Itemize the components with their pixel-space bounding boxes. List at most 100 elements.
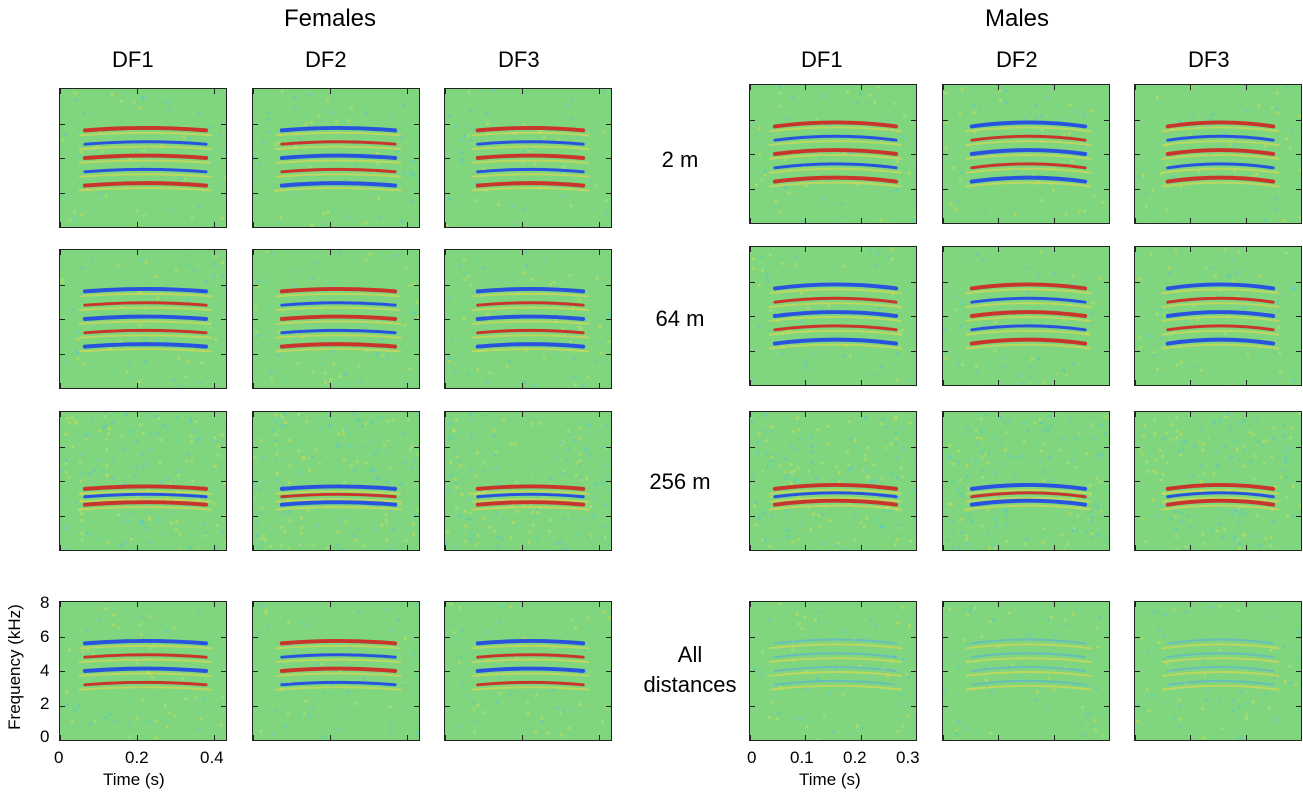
noise-cell (108, 347, 112, 351)
noise-cell (583, 667, 587, 671)
noise-cell (1196, 318, 1199, 322)
noise-cell (361, 445, 365, 449)
noise-cell (1174, 515, 1178, 519)
noise-cell (482, 489, 486, 493)
noise-cell (449, 437, 453, 441)
noise-cell (792, 469, 796, 473)
noise-cell (316, 662, 320, 666)
noise-cell (1177, 698, 1181, 701)
noise-cell (1272, 426, 1276, 430)
y-tick-mark (943, 636, 948, 638)
noise-cell (1251, 534, 1255, 538)
noise-cell (342, 458, 346, 462)
noise-cell (1002, 419, 1006, 423)
noise-cell (1242, 464, 1246, 468)
noise-cell (326, 210, 330, 214)
noise-cell (1064, 373, 1068, 377)
noise-cell (139, 633, 143, 637)
noise-cell (265, 250, 269, 254)
x-tick-mark (860, 602, 862, 607)
noise-cell (149, 496, 153, 500)
noise-cell (754, 667, 758, 671)
y-tick-mark (943, 316, 948, 317)
noise-cell (882, 525, 886, 529)
females-group-title: Females (284, 5, 377, 32)
males-group-title: Males (985, 5, 1050, 32)
noise-cell (181, 677, 185, 681)
noise-cell (807, 506, 811, 510)
noise-cell (879, 525, 883, 529)
noise-cell (473, 534, 477, 538)
noise-cell (124, 412, 128, 416)
x-tick-mark (253, 222, 254, 227)
noise-cell (763, 173, 767, 177)
noise-cell (1094, 728, 1098, 732)
noise-cell (974, 458, 978, 462)
noise-cell (1264, 219, 1268, 223)
noise-cell (267, 111, 271, 115)
noise-cell (565, 103, 569, 107)
noise-cell (452, 630, 456, 634)
noise-cell (554, 350, 558, 354)
noise-cell (1294, 683, 1298, 687)
noise-cell (1229, 481, 1233, 485)
noise-cell (210, 323, 214, 327)
x-tick-mark (750, 85, 751, 90)
noise-cell (902, 115, 906, 119)
y-tick-mark (221, 481, 226, 482)
noise-cell (454, 481, 458, 485)
noise-cell (330, 684, 334, 688)
x-tick-mark (1190, 218, 1192, 223)
noise-cell (1011, 456, 1015, 460)
y-tick-mark (60, 192, 65, 194)
noise-cell (1142, 518, 1146, 522)
noise-cell (809, 527, 813, 531)
noise-cell (116, 264, 120, 268)
harmonic-halo (965, 496, 1092, 503)
noise-cell (1025, 320, 1029, 324)
noise-cell (552, 646, 556, 650)
noise-cell (603, 536, 607, 540)
noise-cell (275, 459, 279, 463)
noise-cell (783, 457, 787, 461)
noise-cell (783, 157, 787, 161)
noise-cell (446, 530, 450, 534)
harmonic-band (773, 491, 898, 499)
noise-cell (223, 150, 226, 154)
noise-cell (282, 412, 286, 416)
noise-cell (949, 202, 953, 206)
x-tick-mark (445, 545, 446, 550)
harmonic-band (772, 498, 899, 507)
noise-cell (466, 133, 470, 137)
noise-cell (847, 420, 851, 424)
noise-cell (1241, 306, 1245, 310)
y-tick-mark (606, 671, 611, 672)
harmonic-halo (78, 320, 213, 325)
noise-cell (131, 534, 135, 538)
noise-cell (1001, 462, 1005, 466)
spectrogram-panel-females-df2-row4 (252, 601, 420, 741)
noise-cell (224, 176, 226, 180)
noise-cell (1043, 468, 1047, 472)
noise-cell (1283, 450, 1287, 454)
noise-cell (895, 188, 899, 192)
x-tick-mark (253, 545, 254, 550)
noise-cell (1030, 357, 1034, 361)
y-tick-mark (221, 284, 226, 286)
y-tick-mark (1296, 188, 1301, 190)
harmonic-halo (78, 334, 213, 339)
noise-cell (791, 473, 794, 476)
noise-cell (1060, 533, 1064, 537)
noise-cell (360, 424, 364, 428)
noise-cell (1154, 609, 1158, 613)
noise-cell (89, 532, 93, 536)
y-tick-mark (445, 284, 450, 286)
noise-cell (406, 418, 410, 422)
noise-cell (279, 414, 283, 418)
x-tick-mark (214, 545, 216, 550)
noise-cell (1282, 645, 1286, 649)
noise-cell (510, 205, 514, 208)
y-tick-mark (750, 281, 755, 283)
spectrogram-panel-females-df1-row4 (59, 601, 227, 741)
y-tick-mark (911, 281, 916, 283)
